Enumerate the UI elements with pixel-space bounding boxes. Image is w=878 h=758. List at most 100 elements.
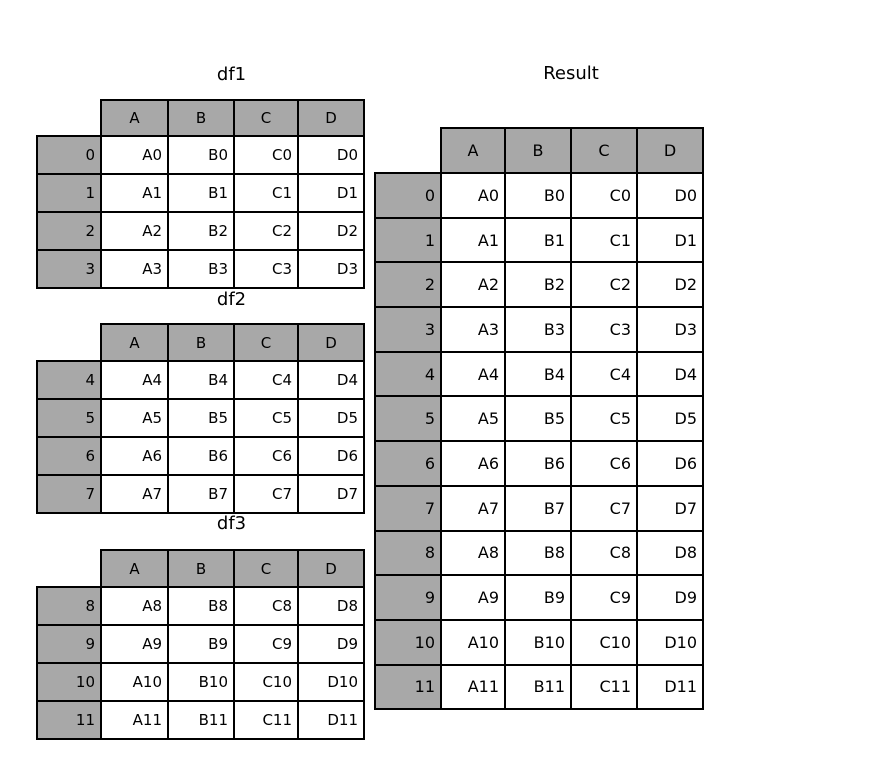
column-header: B: [167, 99, 235, 137]
table-cell: C4: [233, 360, 299, 400]
table-cell: D0: [297, 135, 365, 175]
df3-table: A B C D 8 A8 B8 C8 D8 9 A9 B9 C9 D9 10 A10 B10 C10 D10 11 A1…: [36, 549, 365, 740]
row-index: 0: [374, 172, 442, 219]
table-row: 0 A0 B0 C0 D0: [374, 172, 704, 219]
table-cell: B0: [504, 172, 572, 219]
row-index: 3: [374, 306, 442, 353]
table-cell: C7: [570, 484, 638, 532]
table-cell: B2: [504, 261, 572, 309]
table-cell: B4: [167, 360, 235, 400]
table-cell: A6: [100, 436, 169, 476]
row-index: 4: [36, 360, 102, 400]
table-row: 10 A10 B10 C10 D10: [36, 662, 365, 702]
table-cell: B7: [504, 484, 572, 532]
table-cell: D9: [636, 574, 704, 621]
row-index: 2: [374, 261, 442, 309]
table-cell: B11: [167, 700, 235, 740]
table-row: 11 A11 B11 C11 D11: [36, 700, 365, 740]
df1-table: A B C D 0 A0 B0 C0 D0 1 A1 B1 C1 D1 2 A2 B2 C2 D2 3 A3 B3 C3 D3: [36, 99, 365, 289]
table-row: 6 A6 B6 C6 D6: [374, 440, 704, 487]
table-cell: A3: [100, 249, 169, 289]
row-index: 0: [36, 135, 102, 175]
df1-title: df1: [216, 64, 247, 85]
table-cell: B4: [504, 350, 572, 398]
column-header: A: [440, 127, 506, 174]
table-cell: B3: [504, 306, 572, 353]
table-row: 1 A1 B1 C1 D1: [374, 216, 704, 264]
table-cell: B10: [504, 618, 572, 666]
table-cell: C6: [233, 436, 299, 476]
table-row: 1 A1 B1 C1 D1: [36, 173, 365, 213]
result-title: Result: [543, 63, 599, 84]
table-cell: C5: [233, 398, 299, 438]
column-header: D: [636, 127, 704, 174]
table-cell: D8: [297, 586, 365, 626]
table-cell: C7: [233, 474, 299, 514]
table-cell: C9: [570, 574, 638, 621]
table-row: 2 A2 B2 C2 D2: [374, 261, 704, 309]
row-index: 11: [374, 663, 442, 711]
column-header: A: [100, 99, 169, 137]
table-cell: A8: [100, 586, 169, 626]
table-cell: B8: [504, 529, 572, 577]
table-cell: C10: [233, 662, 299, 702]
row-index: 9: [374, 574, 442, 621]
table-cell: C2: [570, 261, 638, 309]
column-header: C: [233, 323, 299, 362]
table-cell: A10: [100, 662, 169, 702]
table-cell: A3: [440, 306, 506, 353]
table-cell: B5: [167, 398, 235, 438]
table-cell: B9: [504, 574, 572, 621]
table-cell: B3: [167, 249, 235, 289]
table-cell: B5: [504, 395, 572, 443]
table-cell: A11: [440, 663, 506, 711]
column-header: D: [297, 99, 365, 137]
table-cell: B7: [167, 474, 235, 514]
table-cell: A9: [100, 624, 169, 664]
table-row: 11 A11 B11 C11 D11: [374, 663, 704, 711]
table-cell: B2: [167, 211, 235, 251]
table-cell: C6: [570, 440, 638, 487]
table-row: 6 A6 B6 C6 D6: [36, 436, 365, 476]
table-cell: D3: [297, 249, 365, 289]
df2-table: A B C D 4 A4 B4 C4 D4 5 A5 B5 C5 D5 6 A6 B6 C6 D6 7 A7 B7 C7 D7: [36, 323, 365, 514]
table-cell: D1: [636, 216, 704, 264]
row-index: 3: [36, 249, 102, 289]
table-cell: C0: [570, 172, 638, 219]
table-cell: B8: [167, 586, 235, 626]
table-cell: B6: [504, 440, 572, 487]
table-cell: A0: [100, 135, 169, 175]
table-cell: C3: [233, 249, 299, 289]
row-index: 5: [36, 398, 102, 438]
table-cell: D10: [636, 618, 704, 666]
table-cell: B0: [167, 135, 235, 175]
table-cell: D7: [636, 484, 704, 532]
table-row: 10 A10 B10 C10 D10: [374, 618, 704, 666]
table-cell: C8: [233, 586, 299, 626]
table-cell: D11: [297, 700, 365, 740]
row-index: 7: [374, 484, 442, 532]
table-cell: D5: [297, 398, 365, 438]
table-cell: D2: [636, 261, 704, 309]
table-row: 9 A9 B9 C9 D9: [374, 574, 704, 621]
table-cell: C1: [233, 173, 299, 213]
table-row: 4 A4 B4 C4 D4: [36, 360, 365, 400]
table-row: 5 A5 B5 C5 D5: [36, 398, 365, 438]
column-header: C: [570, 127, 638, 174]
table-cell: A10: [440, 618, 506, 666]
table-cell: A4: [440, 350, 506, 398]
row-index: 2: [36, 211, 102, 251]
table-cell: B9: [167, 624, 235, 664]
table-cell: A0: [440, 172, 506, 219]
column-header: C: [233, 549, 299, 588]
column-header: A: [100, 323, 169, 362]
table-cell: D0: [636, 172, 704, 219]
table-cell: D4: [297, 360, 365, 400]
column-header: B: [504, 127, 572, 174]
table-row: 5 A5 B5 C5 D5: [374, 395, 704, 443]
table-cell: B6: [167, 436, 235, 476]
table-row: 8 A8 B8 C8 D8: [374, 529, 704, 577]
